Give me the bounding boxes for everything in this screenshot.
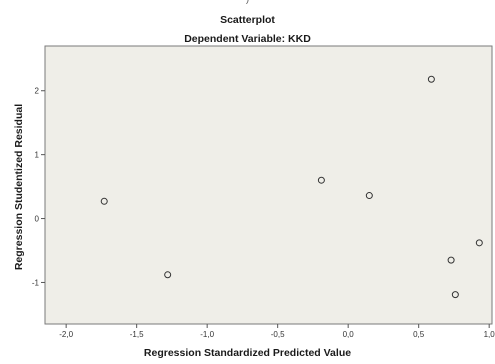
chart-subtitle: Dependent Variable: KKD [184,33,311,45]
y-tick-label: -1 [32,278,40,287]
plot-background [44,45,493,325]
data-point [447,256,455,264]
x-tick: -1,0 [200,324,215,339]
y-tick: 0 [35,215,45,224]
x-tick-label: -0,5 [271,330,285,339]
data-point [317,176,325,184]
x-tick: 1,0 [484,324,495,339]
cut-off-header-text: ) [0,0,495,5]
x-axis-label: Regression Standardized Predicted Value [143,347,352,359]
data-point [427,75,435,83]
y-tick: -1 [32,278,45,287]
x-tick-label: -1,0 [200,330,214,339]
x-tick: -0,5 [271,324,285,339]
x-tick: 0,5 [413,324,425,339]
y-axis-label: Regression Studentized Residual [13,103,25,271]
x-tick-label: -1,5 [130,330,144,339]
chart-title: Scatterplot [220,14,275,26]
y-tick: 2 [35,87,45,96]
y-tick-label: 0 [35,215,40,224]
x-tick-label: 0,5 [413,330,425,339]
y-tick-label: 1 [35,151,40,160]
x-tick: 0,0 [343,324,355,339]
y-tick-label: 2 [35,87,40,96]
x-tick-label: -2,0 [59,330,73,339]
x-tick: -1,5 [130,324,144,339]
x-tick-label: 1,0 [484,330,495,339]
x-tick-label: 0,0 [343,330,355,339]
data-point [475,239,483,247]
data-point [164,271,172,279]
axis-ticks: -2,0 -1,5 -1,0 -0,5 0,0 0,5 1,0 -1 0 1 2 [32,87,495,339]
data-point [451,291,459,299]
x-tick: -2,0 [59,324,74,339]
data-points [100,75,483,299]
data-point [365,192,373,200]
data-point [100,197,108,205]
y-tick: 1 [35,151,45,160]
